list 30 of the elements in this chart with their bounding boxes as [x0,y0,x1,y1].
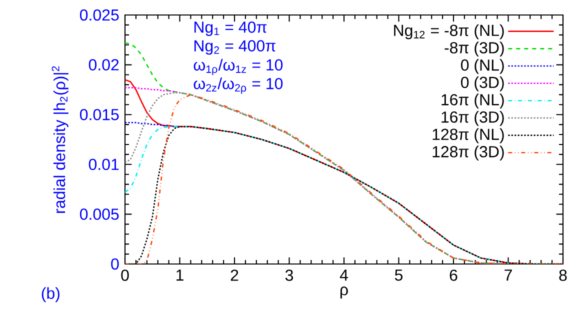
annotation: ω$_{1ρ}$/ω$_{1z}$ = 10 [194,58,283,76]
y-tick-label: 0.02 [88,59,119,70]
x-tick-label: 4 [340,270,348,281]
x-tick-label: 5 [394,270,403,281]
annotation: ω$_{2z}$/ω$_{2ρ}$ = 10 [194,78,283,94]
x-tick-label: 3 [285,270,293,281]
legend-label: -8π (3D) [444,42,504,57]
annotation: Ng$_{1}$ = 40π [194,21,267,36]
x-tick-label: 7 [504,270,512,281]
y-tick-label: 0 [111,258,119,270]
legend-label: Ng$_{12}$ = -8π (NL) [394,24,504,40]
x-tick-label: 0 [121,270,129,281]
legend-label: 128π (NL) [432,128,504,144]
x-tick-label: 2 [230,270,238,281]
x-tick-label: 8 [559,270,567,281]
legend-label: 16π (3D) [442,110,504,126]
annotation: Ng$_{2}$ = 400π [194,40,276,55]
x-axis-title: ρ [340,286,348,298]
legend-label: 0 (3D) [461,76,504,92]
y-tick-label: 0.025 [80,9,119,21]
x-tick-label: 1 [176,270,184,281]
legend-label: 128π (3D) [432,146,504,161]
legend-label: 16π (NL) [442,94,504,109]
y-tick-label: 0.01 [88,158,119,170]
text: (b) [42,287,60,302]
legend-label: 0 (NL) [461,58,504,74]
y-tick-label: 0.015 [80,108,119,120]
y-axis-title: radial density |h$_{2}$(ρ)|$^{2}$ [52,66,68,213]
y-tick-label: 0.005 [80,208,119,220]
x-tick-label: 6 [450,270,458,281]
